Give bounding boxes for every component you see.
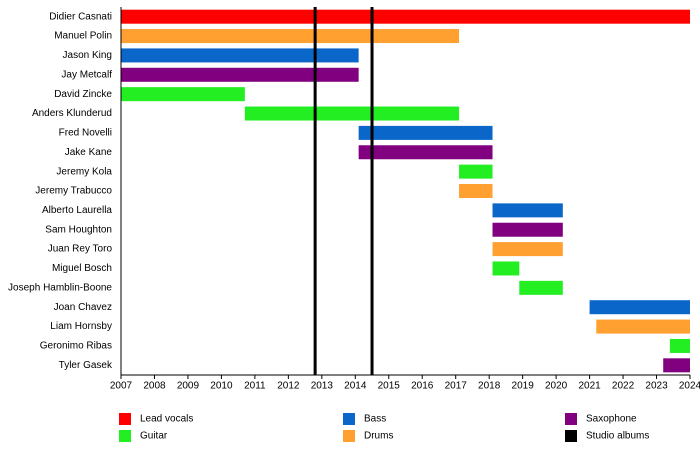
x-tick-label: 2012: [277, 381, 300, 392]
member-label: Anders Klunderud: [32, 108, 112, 119]
bar: [492, 242, 563, 257]
bar: [492, 222, 563, 237]
bar: [121, 48, 359, 63]
x-tick-label: 2009: [177, 381, 200, 392]
bar: [589, 300, 690, 315]
legend-swatch: [119, 413, 131, 425]
member-label: Sam Houghton: [45, 224, 112, 235]
bar: [492, 261, 520, 276]
legend-swatch: [565, 413, 577, 425]
x-tick-label: 2014: [344, 381, 367, 392]
x-tick-label: 2016: [411, 381, 434, 392]
x-tick-label: 2021: [578, 381, 601, 392]
legend-swatch: [119, 430, 131, 442]
member-label: Jason King: [63, 50, 112, 61]
x-tick-label: 2008: [143, 381, 166, 392]
bar: [663, 358, 690, 373]
bar: [519, 280, 563, 295]
x-tick-label: 2019: [512, 381, 535, 392]
bar: [459, 184, 493, 198]
member-label: Didier Casnati: [49, 11, 112, 22]
member-label: Liam Hornsby: [50, 321, 112, 332]
x-tick-label: 2013: [311, 381, 334, 392]
member-label: Geronimo Ribas: [40, 341, 112, 352]
x-tick-label: 2010: [210, 381, 233, 392]
member-label: Fred Novelli: [59, 128, 112, 139]
member-label: Jay Metcalf: [61, 69, 112, 80]
legend-label: Drums: [364, 431, 393, 442]
bar: [244, 106, 460, 121]
member-label: Jake Kane: [65, 147, 113, 158]
legend-label: Saxophone: [586, 414, 637, 425]
member-label: Jeremy Trabucco: [35, 186, 112, 197]
x-tick-label: 2015: [378, 381, 401, 392]
bar: [358, 145, 493, 160]
x-tick-label: 2024: [679, 381, 700, 392]
bar: [121, 87, 245, 102]
legend-swatch: [343, 413, 355, 425]
member-label: David Zincke: [54, 89, 112, 100]
bar: [596, 319, 690, 334]
legend-label: Bass: [364, 414, 386, 425]
x-tick-label: 2022: [612, 381, 635, 392]
bar: [459, 164, 493, 179]
legend-swatch: [565, 430, 577, 442]
x-tick-label: 2007: [110, 381, 133, 392]
member-label: Juan Rey Toro: [48, 244, 113, 255]
x-tick-label: 2023: [645, 381, 668, 392]
legend-label: Studio albums: [586, 431, 649, 442]
legend-label: Guitar: [140, 431, 168, 442]
bar: [121, 67, 359, 82]
bar: [121, 9, 690, 24]
member-label: Alberto Laurella: [42, 205, 112, 216]
member-label: Joseph Hamblin-Boone: [8, 282, 112, 293]
member-label: Jeremy Kola: [56, 166, 112, 177]
x-tick-label: 2011: [244, 381, 266, 392]
member-label: Manuel Polin: [54, 31, 112, 42]
bar: [121, 29, 460, 44]
bar: [669, 338, 690, 353]
legend-label: Lead vocals: [140, 414, 193, 425]
legend-swatch: [343, 430, 355, 442]
x-tick-label: 2018: [478, 381, 501, 392]
x-tick-label: 2020: [545, 381, 568, 392]
bar: [492, 203, 563, 218]
bar: [358, 125, 493, 140]
member-label: Joan Chavez: [54, 302, 112, 313]
x-tick-label: 2017: [445, 381, 468, 392]
member-label: Tyler Gasek: [59, 360, 113, 371]
member-label: Miguel Bosch: [52, 263, 112, 274]
